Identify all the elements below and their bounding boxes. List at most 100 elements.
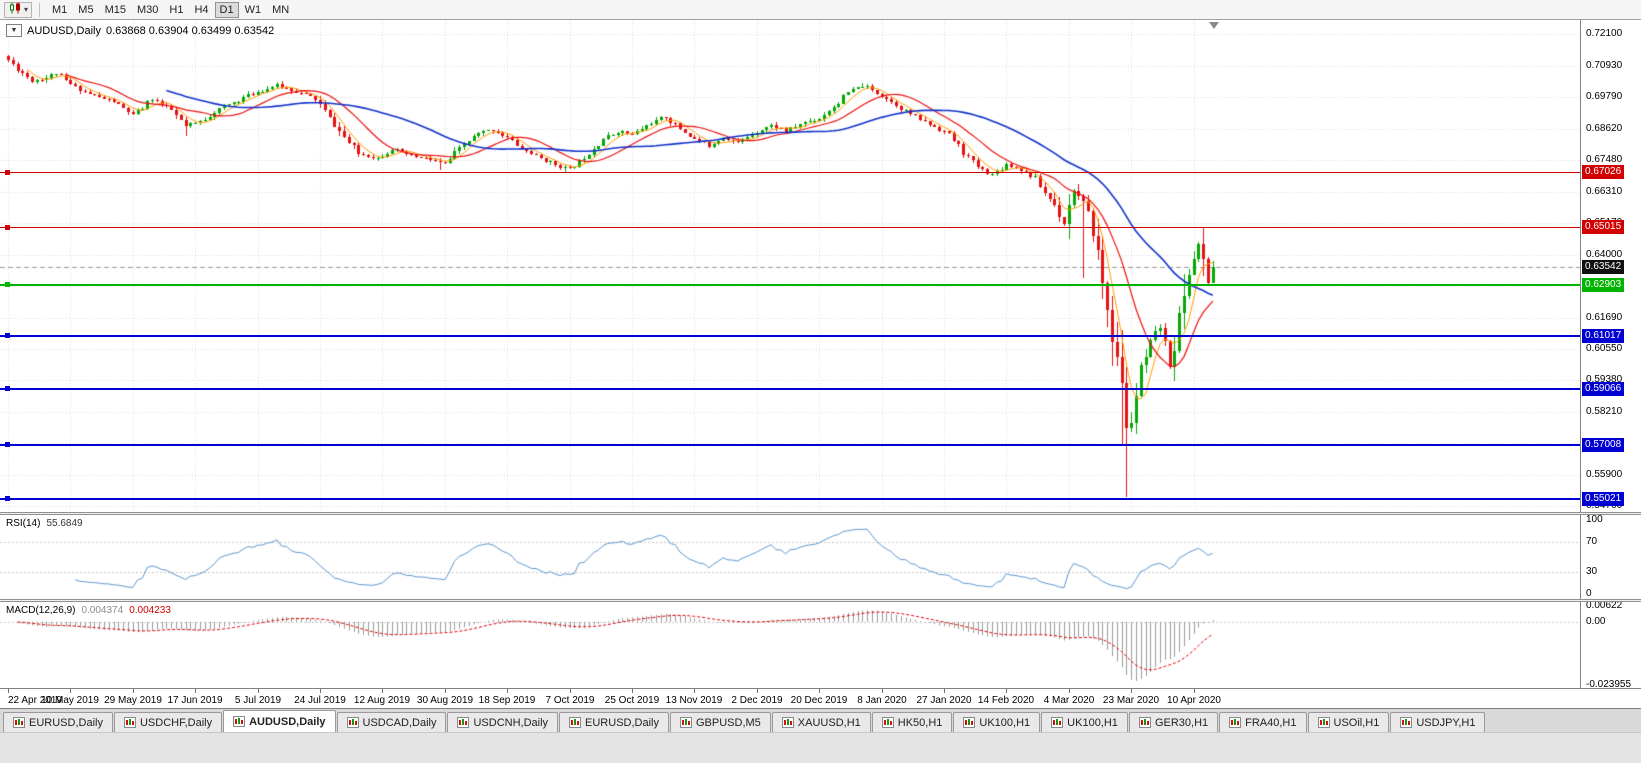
line-handle[interactable] [5,496,10,501]
time-tick [819,689,820,693]
timeframe-button-m30[interactable]: M30 [132,2,163,18]
pane-separator[interactable] [0,599,1641,602]
chart-tab-xauusd-h1[interactable]: XAUUSD,H1 [771,712,871,732]
chart-shift-icon [1209,22,1219,29]
chart-tab-label: USDJPY,H1 [1416,716,1476,729]
chart-tab-audusd-daily[interactable]: AUDUSD,Daily [223,710,336,732]
timeframe-button-m1[interactable]: M1 [47,2,72,18]
price-level-badge: 0.55021 [1582,492,1625,506]
chart-tab-gbpusd-m5[interactable]: GBPUSD,M5 [670,712,771,732]
timeframe-button-h1[interactable]: H1 [164,2,188,18]
timeframe-button-m15[interactable]: M15 [100,2,131,18]
chart-tab-icon [457,717,470,728]
horizontal-line-0.61017[interactable] [0,333,1580,338]
chart-title: AUDUSD,Daily [27,24,101,37]
chart-tab-ger30-h1[interactable]: GER30,H1 [1128,712,1219,732]
chart-tab-usdjpy-h1[interactable]: USDJPY,H1 [1390,712,1486,732]
chart-tab-icon [1138,717,1151,728]
timeframe-button-d1[interactable]: D1 [214,1,239,18]
horizontal-line-0.59066[interactable] [0,386,1580,391]
chart-tab-label: USDCAD,Daily [362,716,437,729]
horizontal-line-0.65015[interactable] [0,225,1580,230]
chart-tab-eurusd-daily[interactable]: EURUSD,Daily [3,712,113,732]
price-level-badge: 0.57008 [1582,438,1625,452]
chart-tab-usdcnh-daily[interactable]: USDCNH,Daily [447,712,559,732]
horizontal-line-0.57008[interactable] [0,442,1580,447]
time-tick [70,689,71,693]
date-label: 30 Aug 2019 [416,695,474,706]
time-tick [632,689,633,693]
time-tick [8,689,9,693]
timeframe-button-h4[interactable]: H4 [189,2,213,18]
candlestick-chart-icon [8,1,22,19]
date-label: 13 Nov 2019 [665,695,723,706]
chart-tab-icon [881,717,894,728]
chart-tab-uk100-h1[interactable]: UK100,H1 [953,712,1041,732]
time-tick [570,689,571,693]
date-label: 27 Jan 2020 [916,695,972,706]
rsi-canvas[interactable] [0,515,1580,599]
macd-axis[interactable]: 0.00622 0.00 -0.023955 [1580,602,1641,688]
price-tick-label: 0.68620 [1586,122,1623,134]
time-tick [382,689,383,693]
chart-tab-label: GBPUSD,M5 [696,716,761,729]
date-label: 10 May 2019 [41,695,99,706]
price-level-badge: 0.62903 [1582,278,1625,292]
timeframe-button-w1[interactable]: W1 [240,2,267,18]
line-handle[interactable] [5,333,10,338]
price-tick-label: 0.58210 [1586,406,1623,418]
price-tick-label: 0.61690 [1586,311,1623,323]
timeframe-button-m5[interactable]: M5 [73,2,98,18]
chart-tab-icon [1229,717,1242,728]
macd-canvas[interactable] [0,602,1580,688]
line-handle[interactable] [5,386,10,391]
chart-tab-label: USDCNH,Daily [473,716,549,729]
chart-tab-uk100-h1[interactable]: UK100,H1 [1041,712,1128,732]
chart-tab-label: EURUSD,Daily [585,716,659,729]
price-level-badge: 0.61017 [1582,329,1625,343]
chart-title-bar: ▼ AUDUSD,Daily 0.63868 0.63904 0.63499 0… [6,24,274,37]
line-handle[interactable] [5,170,10,175]
chart-tab-eurusd-daily[interactable]: EURUSD,Daily [559,712,669,732]
price-tick-label: 0.70930 [1586,60,1623,71]
chart-tab-label: UK100,H1 [1067,716,1118,729]
chart-tab-usdchf-daily[interactable]: USDCHF,Daily [113,712,223,732]
toolbar-separator [39,2,41,17]
line-handle[interactable] [5,282,10,287]
chart-tab-label: FRA40,H1 [1245,716,1297,729]
chart-tab-hk50-h1[interactable]: HK50,H1 [871,712,953,732]
chart-tab-label: GER30,H1 [1154,716,1209,729]
time-axis[interactable]: 22 Apr 2019 10 May 2019 29 May 2019 17 Jun … [0,688,1641,708]
chart-tab-icon [1051,717,1064,728]
chart-tab-label: USDCHF,Daily [139,716,213,729]
date-label: 5 Jul 2019 [234,695,282,706]
chart-tab-icon [680,717,692,728]
macd-axis-label: 0.00 [1586,615,1606,627]
chart-tab-icon [1400,717,1413,728]
chart-type-button[interactable]: ▾ [4,1,33,19]
rsi-axis[interactable]: 100 70 30 0 [1580,515,1641,599]
chart-tab-usdcad-daily[interactable]: USDCAD,Daily [336,712,447,732]
time-tick [195,689,196,693]
time-tick [133,689,134,693]
price-axis[interactable]: 0.72100 0.70930 0.69790 0.68620 0.67480 0.663… [1580,20,1641,512]
rsi-axis-label: 0 [1586,588,1592,599]
line-handle[interactable] [5,442,10,447]
date-label: 18 Sep 2019 [478,695,536,706]
timeframe-button-mn[interactable]: MN [267,2,294,18]
price-level-badge: 0.67026 [1582,165,1625,179]
symbol-dropdown[interactable]: ▼ [6,24,22,37]
date-label: 2 Dec 2019 [731,695,783,706]
time-tick [944,689,945,693]
main-chart-canvas[interactable] [0,20,1580,512]
chart-tab-fra40-h1[interactable]: FRA40,H1 [1219,712,1307,732]
chevron-down-icon: ▾ [24,4,29,14]
line-handle[interactable] [5,225,10,230]
chart-tab-usoil-h1[interactable]: USOil,H1 [1307,712,1390,732]
pane-separator[interactable] [0,512,1641,515]
date-label: 20 Dec 2019 [790,695,848,706]
horizontal-line-0.62903[interactable] [0,282,1580,287]
horizontal-line-0.67026[interactable] [0,170,1580,175]
date-label: 17 Jun 2019 [167,695,223,706]
horizontal-line-0.55021[interactable] [0,496,1580,501]
